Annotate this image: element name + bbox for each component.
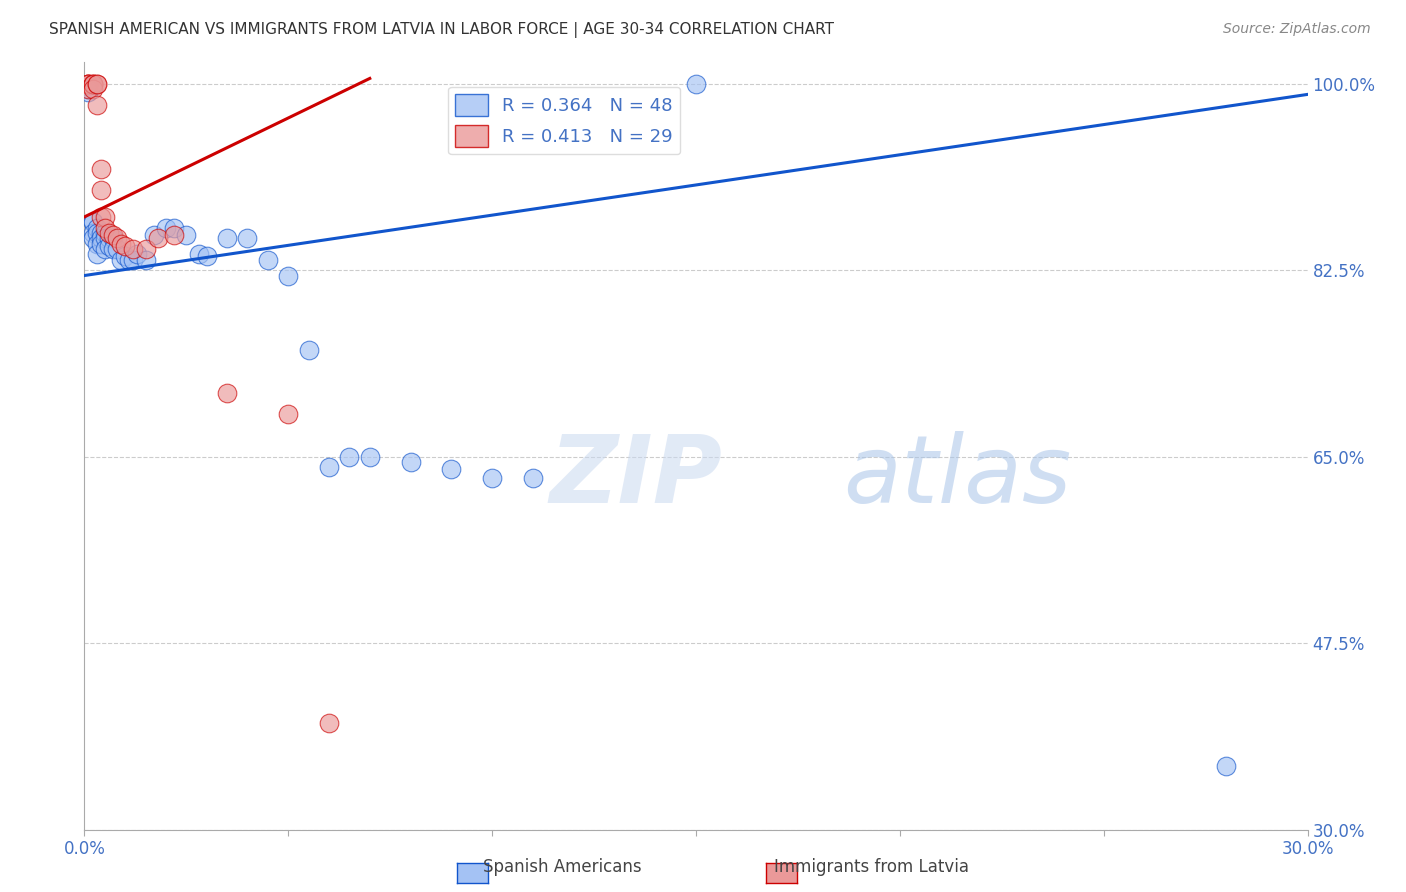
Text: Spanish Americans: Spanish Americans <box>484 858 641 876</box>
Point <box>257 252 280 267</box>
Point <box>277 268 299 283</box>
Point <box>86 236 108 251</box>
Point <box>1215 758 1237 772</box>
Point <box>82 231 104 245</box>
Point <box>77 77 100 91</box>
Point <box>135 242 157 256</box>
Text: Immigrants from Latvia: Immigrants from Latvia <box>775 858 969 876</box>
Point <box>217 385 239 400</box>
Point <box>77 77 100 91</box>
Text: Source: ZipAtlas.com: Source: ZipAtlas.com <box>1223 22 1371 37</box>
Point <box>97 238 120 252</box>
Point <box>97 231 120 245</box>
Point <box>318 716 340 731</box>
Point <box>90 161 112 176</box>
Point <box>77 78 100 93</box>
Point <box>195 249 218 263</box>
Point <box>82 77 104 91</box>
Point <box>685 77 707 91</box>
Point <box>105 242 128 256</box>
Point <box>174 228 197 243</box>
Legend: R = 0.364   N = 48, R = 0.413   N = 29: R = 0.364 N = 48, R = 0.413 N = 29 <box>449 87 681 154</box>
Point <box>82 77 104 91</box>
Point <box>163 220 186 235</box>
Point <box>105 231 128 245</box>
Point <box>93 231 115 245</box>
Point <box>277 407 299 421</box>
Point <box>399 455 422 469</box>
Point <box>122 252 145 267</box>
Point <box>77 77 100 91</box>
Point <box>359 450 381 464</box>
Point <box>298 343 321 358</box>
Point <box>93 220 115 235</box>
Point <box>97 226 120 240</box>
Point <box>86 77 108 91</box>
Point <box>110 236 132 251</box>
Point <box>127 247 149 261</box>
Point <box>90 236 112 251</box>
Point <box>217 231 239 245</box>
Point <box>77 82 100 96</box>
Point <box>101 231 124 245</box>
Point <box>110 252 132 267</box>
Point <box>142 228 165 243</box>
Point <box>86 77 108 91</box>
Point <box>522 471 544 485</box>
Point <box>163 228 186 243</box>
Point <box>440 462 463 476</box>
Point <box>135 252 157 267</box>
Point <box>101 242 124 256</box>
Point <box>90 226 112 240</box>
Point <box>77 82 100 96</box>
Point <box>481 471 503 485</box>
Point <box>236 231 259 245</box>
Text: ZIP: ZIP <box>550 431 723 523</box>
Point <box>82 215 104 229</box>
Point <box>77 85 100 99</box>
Point <box>82 226 104 240</box>
Point <box>86 220 108 235</box>
Point <box>118 252 141 267</box>
Point <box>93 226 115 240</box>
Point <box>82 77 104 91</box>
Point <box>86 98 108 112</box>
Point <box>155 220 177 235</box>
Point <box>318 460 340 475</box>
Point <box>93 210 115 224</box>
Point <box>146 231 169 245</box>
Point <box>86 247 108 261</box>
Point <box>114 238 136 252</box>
Point <box>90 231 112 245</box>
Point <box>114 249 136 263</box>
Point <box>187 247 209 261</box>
Point <box>101 228 124 243</box>
Text: atlas: atlas <box>842 431 1071 522</box>
Point <box>86 226 108 240</box>
Text: SPANISH AMERICAN VS IMMIGRANTS FROM LATVIA IN LABOR FORCE | AGE 30-34 CORRELATIO: SPANISH AMERICAN VS IMMIGRANTS FROM LATV… <box>49 22 834 38</box>
Point <box>77 77 100 91</box>
Point <box>339 450 360 464</box>
Point <box>90 183 112 197</box>
Point <box>122 242 145 256</box>
Point <box>93 242 115 256</box>
Point <box>82 82 104 96</box>
Point <box>82 215 104 229</box>
Point <box>90 210 112 224</box>
